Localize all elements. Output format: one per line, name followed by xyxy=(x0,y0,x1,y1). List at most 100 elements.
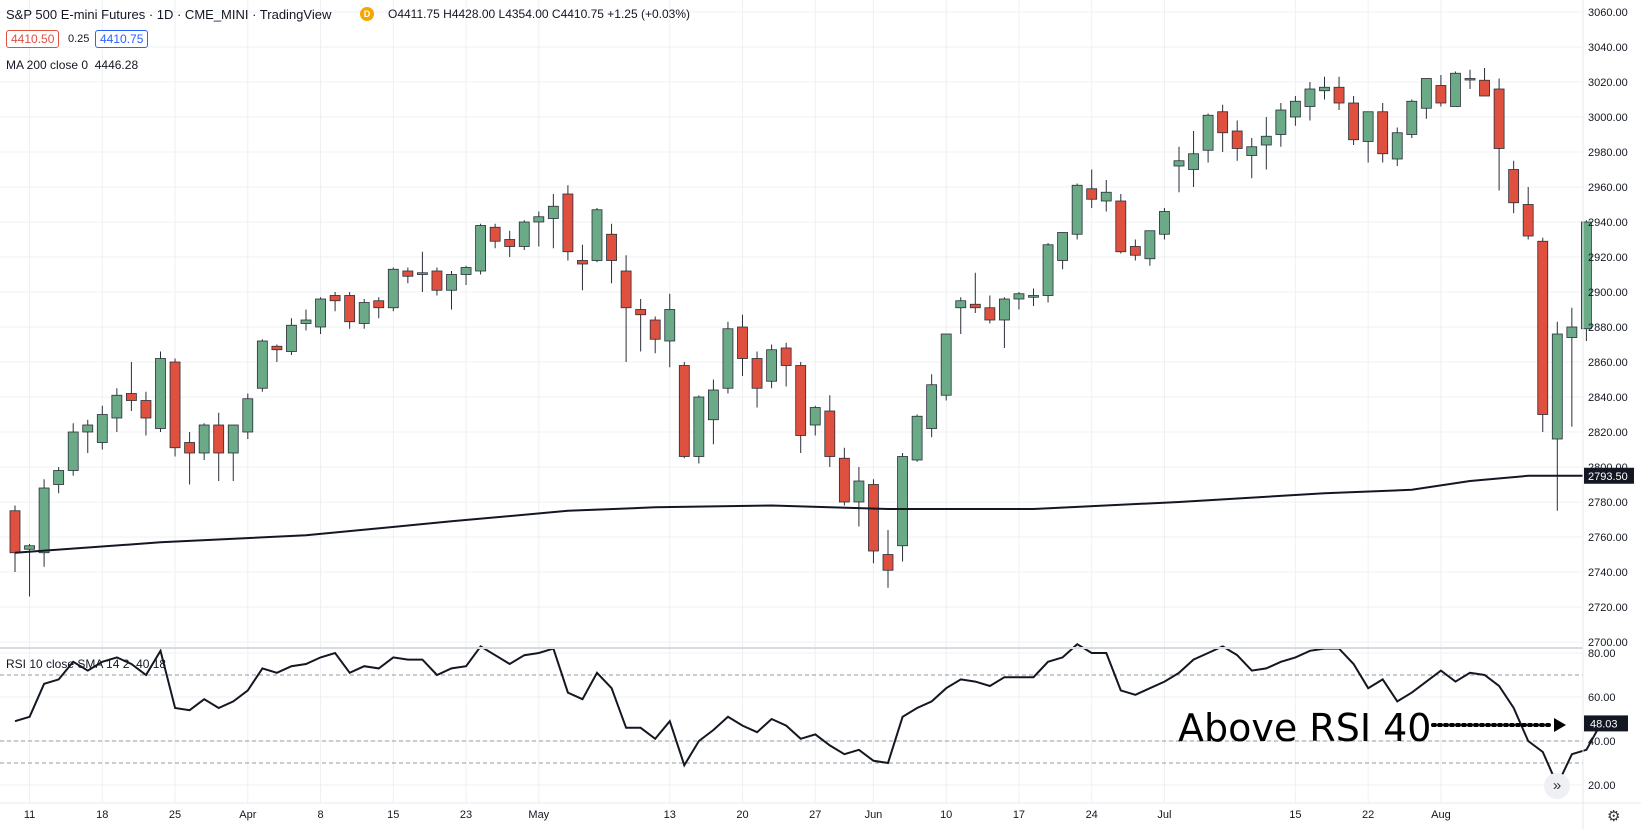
candle xyxy=(387,267,399,312)
price-tick-label: 2760.00 xyxy=(1588,532,1628,544)
candle-body xyxy=(227,424,239,454)
candle-body xyxy=(518,221,530,247)
time-tick-label: 25 xyxy=(169,809,181,821)
candle xyxy=(1042,243,1054,303)
candle xyxy=(853,467,865,527)
candle xyxy=(577,244,588,291)
candle-body xyxy=(926,384,938,429)
candle xyxy=(751,351,763,408)
candle-body xyxy=(1057,232,1068,261)
price-tick-label: 2740.00 xyxy=(1588,567,1628,579)
rsi-legend-value: 40.18 xyxy=(136,657,167,671)
candle xyxy=(969,272,981,313)
candle xyxy=(737,314,748,376)
candle xyxy=(693,395,705,464)
candle-body xyxy=(620,270,632,309)
candle-body xyxy=(1159,211,1170,235)
candle xyxy=(1115,194,1127,254)
ma-legend-value: 4446.28 xyxy=(94,58,139,72)
price-tick-label: 2880.00 xyxy=(1588,322,1628,334)
candle xyxy=(882,530,894,588)
candle xyxy=(1464,69,1476,89)
candle xyxy=(489,223,501,249)
candle xyxy=(722,321,734,394)
candle-body xyxy=(1450,72,1461,107)
price-tick-label: 2980.00 xyxy=(1588,147,1628,159)
candle-body xyxy=(606,233,617,261)
ma200-line xyxy=(14,474,1583,554)
time-axis: 11 18 25 Apr 8 15 23 May 13 20 27 Jun 10 17 24 Jul 15 22 A… xyxy=(24,809,1451,821)
candle-body xyxy=(1188,153,1199,170)
candle-body xyxy=(1129,246,1141,256)
candle-body xyxy=(460,267,472,275)
candle xyxy=(1406,99,1418,138)
candle-body xyxy=(140,400,152,419)
price-axis: 3060.00 3040.00 3020.00 3000.00 2980.00 2960.… xyxy=(1588,7,1628,649)
candle xyxy=(82,419,94,453)
candle xyxy=(1144,230,1156,266)
candle-body xyxy=(955,300,967,309)
candle-body xyxy=(1362,111,1374,142)
price-tick-label: 2780.00 xyxy=(1588,497,1628,509)
candle-body xyxy=(1551,333,1563,440)
candle-body xyxy=(489,226,501,242)
spread-value: 0.25 xyxy=(68,33,90,45)
candle-body xyxy=(635,309,647,316)
time-tick-label: 27 xyxy=(809,809,821,821)
rsi-level-lines xyxy=(0,674,1583,764)
candle xyxy=(1260,117,1272,170)
symbol-title[interactable]: S&P 500 E-mini Futures · 1D · CME_MINI ·… xyxy=(6,7,332,22)
candle xyxy=(286,318,297,355)
candle xyxy=(402,267,414,284)
candle-body xyxy=(1246,146,1258,156)
candle xyxy=(1377,103,1389,163)
rsi-legend[interactable]: RSI 10 close SMA 14 2 40.18 xyxy=(6,657,166,671)
candle-body xyxy=(678,365,690,457)
rsi-tick-label: 80.00 xyxy=(1588,648,1616,660)
ma-legend[interactable]: MA 200 close 0 4446.28 xyxy=(6,58,138,72)
candle-body xyxy=(1435,85,1447,104)
candle-body xyxy=(155,358,166,429)
candle-body xyxy=(809,407,821,426)
data-status-icon[interactable]: D xyxy=(360,7,374,21)
candle xyxy=(271,344,283,362)
candle xyxy=(1013,292,1025,310)
candle-body xyxy=(533,216,545,223)
candle xyxy=(824,395,836,467)
candle xyxy=(606,223,617,284)
candle xyxy=(620,255,632,362)
time-tick-label: 10 xyxy=(940,809,952,821)
candle-body xyxy=(446,274,457,291)
price-tick-label: 3060.00 xyxy=(1588,7,1628,19)
price-tick-label: 2820.00 xyxy=(1588,427,1628,439)
candle-body xyxy=(53,470,65,485)
candle xyxy=(1202,113,1214,163)
candle xyxy=(926,374,938,438)
bid-price[interactable]: 4410.50 xyxy=(6,30,60,48)
candle xyxy=(67,423,79,476)
ma-last-label: 2793.50 xyxy=(1588,471,1628,483)
candle-body xyxy=(1115,200,1127,253)
candle xyxy=(140,391,152,436)
annotation-arrow xyxy=(1431,718,1566,732)
ask-price[interactable]: 4410.75 xyxy=(95,30,149,48)
candle-body xyxy=(766,349,777,382)
candle xyxy=(1493,78,1505,191)
candle-body xyxy=(1013,293,1025,300)
candle-body xyxy=(1173,160,1185,167)
candlestick-series xyxy=(9,68,1592,597)
candle xyxy=(227,424,239,481)
candle-body xyxy=(213,424,225,454)
candle xyxy=(1450,71,1461,107)
scroll-to-latest-icon[interactable]: » xyxy=(1544,773,1570,799)
candle-body xyxy=(315,298,326,328)
candle xyxy=(547,194,559,249)
candle xyxy=(591,208,603,263)
gear-icon[interactable]: ⚙ xyxy=(1607,808,1621,825)
candle-body xyxy=(38,487,50,554)
candle-body xyxy=(795,365,807,436)
ma-legend-label: MA 200 close 0 xyxy=(6,58,89,72)
candle-body xyxy=(1144,230,1156,260)
candle xyxy=(1275,103,1287,147)
